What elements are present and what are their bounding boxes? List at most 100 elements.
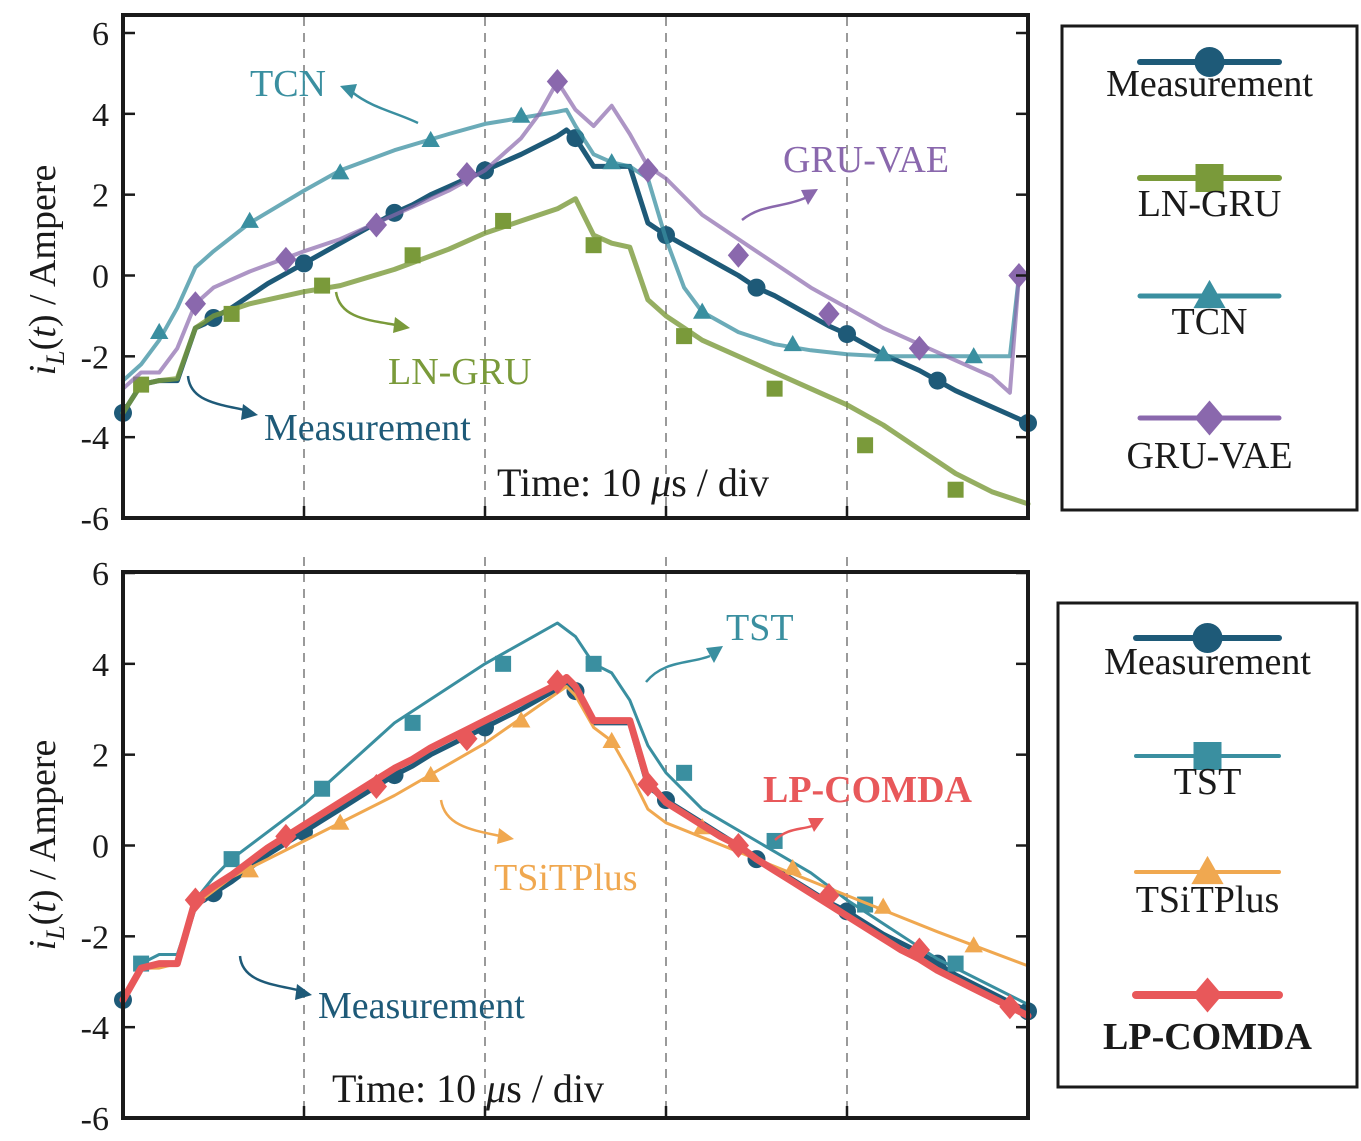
- annotation-lp-comda: LP-COMDA: [763, 769, 973, 811]
- annotation-tcn-arrowhead: [340, 84, 357, 99]
- top-marker-measurement-2: [295, 254, 313, 273]
- top-marker-gru-vae-4: [546, 69, 569, 94]
- top-panel: 6 4 2 0 -2 -4 -6 iL(t) / Ampere Time: 10 μs / …: [22, 13, 1359, 538]
- top-marker-ln-gru-5: [585, 237, 602, 254]
- top-legend-item-tcn: TCN: [1137, 279, 1282, 343]
- top-line-ln-gru: [120, 196, 1031, 507]
- annotation-measurement-bottom-arrowhead: [295, 984, 312, 1000]
- bottom-ytick-label-0: 6: [92, 556, 109, 593]
- top-marker-gru-vae-1: [275, 246, 297, 272]
- bottom-marker-lp-comda-9: [999, 994, 1021, 1020]
- top-marker-ln-gru-3: [404, 247, 421, 264]
- top-marker-ln-gru-9: [947, 481, 964, 498]
- top-ytick-label-6: -6: [81, 501, 109, 538]
- top-marker-gru-vae-2: [365, 212, 388, 238]
- bottom-marker-lp-comda-6: [727, 833, 750, 858]
- bottom-legend-marker-measurement: [1192, 623, 1223, 653]
- top-marker-gru-vae-7: [818, 301, 840, 327]
- top-series-tcn: [121, 106, 1030, 383]
- top-legend-item-ln-gru: LN-GRU: [1137, 164, 1282, 225]
- top-legend-marker-ln-gru: [1195, 164, 1224, 192]
- top-marker-ln-gru-4: [495, 212, 512, 229]
- top-legend-marker-measurement: [1194, 47, 1225, 77]
- top-marker-gru-vae-8: [908, 335, 931, 361]
- annotation-ln-gru-arrow: [334, 291, 397, 327]
- bottom-legend-marker-tst: [1193, 742, 1222, 770]
- top-marker-measurement-9: [928, 371, 947, 390]
- bottom-series-measurement: [114, 679, 1037, 1021]
- bottom-ytick-label-4: -2: [81, 919, 109, 956]
- bottom-legend-label-tst: TST: [1174, 761, 1242, 803]
- top-legend-label-ln-gru: LN-GRU: [1138, 183, 1282, 225]
- annotation-gru-vae: GRU-VAE: [783, 139, 949, 181]
- bottom-ytick-label-6: -6: [81, 1101, 109, 1138]
- bottom-panel: 6 4 2 0 -2 -4 -6 iL(t) / Ampere Time: 10 μs / …: [22, 556, 1359, 1138]
- annotation-measurement-top: Measurement: [264, 407, 471, 449]
- top-axes-frame: [121, 13, 1030, 520]
- bottom-legend-label-measurement: Measurement: [1104, 641, 1311, 683]
- annotation-tcn-arrow: [351, 91, 419, 125]
- bottom-x-axis-label: Time: 10 μs / div: [332, 1066, 604, 1111]
- bottom-marker-tsitplus-6: [783, 859, 802, 876]
- bottom-line-lp-comda: [119, 674, 1032, 1020]
- bottom-legend-item-tst: TST: [1134, 742, 1281, 803]
- top-legend-label-gru-vae: GRU-VAE: [1126, 435, 1292, 477]
- bottom-legend-item-lp-comda: LP-COMDA: [1103, 977, 1313, 1058]
- bottom-marker-lp-comda-8: [908, 937, 931, 963]
- annotation-tst-arrowhead: [706, 646, 723, 663]
- top-legend-item-gru-vae: GRU-VAE: [1126, 400, 1293, 477]
- annotation-ln-gru-arrowhead: [393, 317, 410, 333]
- bottom-marker-tst-9: [947, 955, 964, 972]
- bottom-marker-lp-comda-3: [456, 726, 478, 752]
- top-legend-marker-tcn: [1193, 279, 1226, 309]
- bottom-marker-tsitplus-2: [421, 765, 440, 783]
- annotation-tsitplus-arrow: [439, 799, 501, 838]
- annotation-lp-comda-arrowhead: [808, 818, 824, 832]
- top-x-axis-label: Time: 10 μs / div: [497, 460, 769, 505]
- annotation-ln-gru: LN-GRU: [388, 351, 532, 393]
- top-marker-ln-gru-2: [314, 277, 331, 294]
- top-ytick-label-1: 4: [92, 97, 109, 134]
- bottom-marker-tsitplus-7: [874, 897, 893, 914]
- top-ytick-label-0: 6: [92, 16, 109, 53]
- annotation-measurement-top-arrowhead: [241, 404, 258, 420]
- bottom-marker-lp-comda-5: [637, 771, 659, 797]
- bottom-marker-lp-comda-4: [546, 669, 569, 695]
- bottom-y-axis-label: iL(t) / Ampere: [22, 740, 70, 951]
- annotation-gru-vae-arrowhead: [801, 189, 818, 205]
- top-legend-item-measurement: Measurement: [1106, 47, 1313, 105]
- top-marker-tcn-3: [421, 130, 440, 148]
- top-ytick-label-2: 2: [92, 178, 109, 215]
- bottom-marker-tst-3: [404, 714, 421, 731]
- top-marker-tcn-1: [240, 211, 259, 228]
- top-marker-ln-gru-8: [857, 437, 874, 454]
- top-marker-gru-vae-6: [727, 242, 750, 268]
- top-line-tcn: [121, 107, 1030, 383]
- top-ytick-label-4: -2: [81, 339, 109, 376]
- bottom-legend-marker-tsitplus: [1191, 855, 1224, 885]
- bottom-legend-item-measurement: Measurement: [1104, 623, 1311, 683]
- top-marker-gru-vae-5: [637, 157, 659, 183]
- top-line-gru-vae: [121, 79, 1030, 395]
- bottom-marker-lp-comda-7: [818, 882, 840, 908]
- top-marker-tcn-2: [331, 163, 350, 180]
- bottom-marker-lp-comda-0: [184, 887, 207, 913]
- bottom-marker-tst-5: [585, 655, 602, 672]
- annotation-lp-comda-arrow: [774, 824, 813, 841]
- top-series-gru-vae: [121, 69, 1030, 395]
- top-marker-gru-vae-3: [456, 161, 478, 187]
- bottom-series-tsitplus: [121, 685, 1030, 1002]
- annotation-tcn: TCN: [250, 63, 326, 105]
- top-marker-gru-vae-0: [184, 291, 207, 317]
- annotation-measurement-bottom-arrow: [238, 955, 299, 992]
- bottom-ytick-label-1: 4: [92, 647, 109, 684]
- top-marker-tcn-0: [150, 322, 169, 339]
- bottom-marker-tsitplus-8: [964, 936, 983, 953]
- annotation-tst-arrow: [645, 654, 711, 683]
- top-marker-tcn-4: [512, 106, 531, 123]
- top-legend-marker-gru-vae: [1194, 400, 1225, 436]
- bottom-legend-label-tsitplus: TSiTPlus: [1136, 879, 1280, 921]
- bottom-marker-tst-4: [495, 655, 512, 672]
- top-ytick-label-5: -4: [81, 420, 109, 457]
- bottom-marker-tsitplus-0: [240, 861, 259, 878]
